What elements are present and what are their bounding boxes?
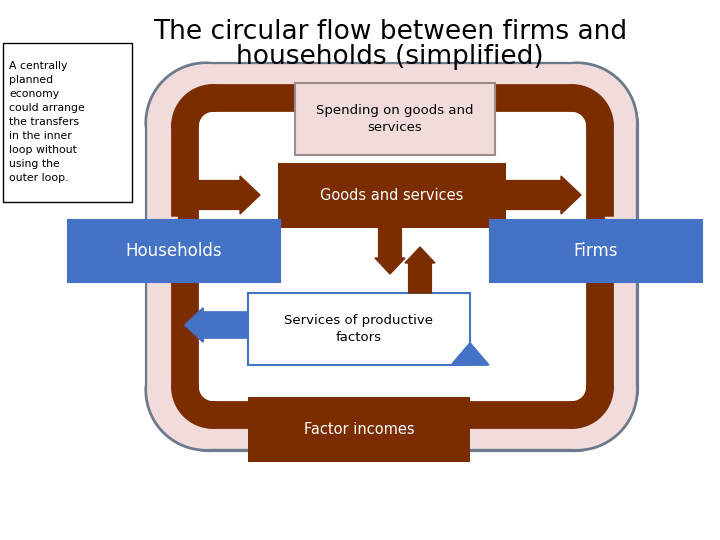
Text: Goods and services: Goods and services: [320, 188, 464, 203]
FancyBboxPatch shape: [248, 293, 470, 365]
Polygon shape: [592, 280, 608, 291]
Text: Firms: Firms: [574, 242, 618, 260]
Text: The circular flow between firms and: The circular flow between firms and: [153, 19, 627, 45]
Polygon shape: [185, 308, 248, 342]
Text: Households: Households: [126, 242, 222, 260]
FancyBboxPatch shape: [278, 163, 506, 228]
Polygon shape: [375, 228, 405, 274]
FancyBboxPatch shape: [295, 83, 495, 155]
Polygon shape: [452, 343, 488, 365]
Text: Services of productive
factors: Services of productive factors: [284, 314, 433, 344]
Polygon shape: [506, 176, 581, 214]
FancyBboxPatch shape: [248, 397, 470, 462]
FancyBboxPatch shape: [490, 220, 702, 282]
Text: A centrally
planned
economy
could arrange
the transfers
in the inner
loop withou: A centrally planned economy could arrang…: [9, 61, 85, 183]
Polygon shape: [185, 308, 248, 342]
FancyBboxPatch shape: [68, 220, 280, 282]
Polygon shape: [176, 214, 194, 225]
Text: Factor incomes: Factor incomes: [304, 422, 414, 437]
Polygon shape: [185, 176, 260, 214]
Polygon shape: [405, 247, 435, 293]
Polygon shape: [606, 218, 625, 230]
Polygon shape: [158, 218, 178, 230]
Text: Spending on goods and
services: Spending on goods and services: [316, 104, 474, 134]
Text: households (simplified): households (simplified): [236, 44, 544, 70]
Polygon shape: [451, 343, 489, 365]
FancyBboxPatch shape: [3, 43, 132, 202]
Polygon shape: [592, 225, 608, 236]
Polygon shape: [176, 269, 194, 280]
